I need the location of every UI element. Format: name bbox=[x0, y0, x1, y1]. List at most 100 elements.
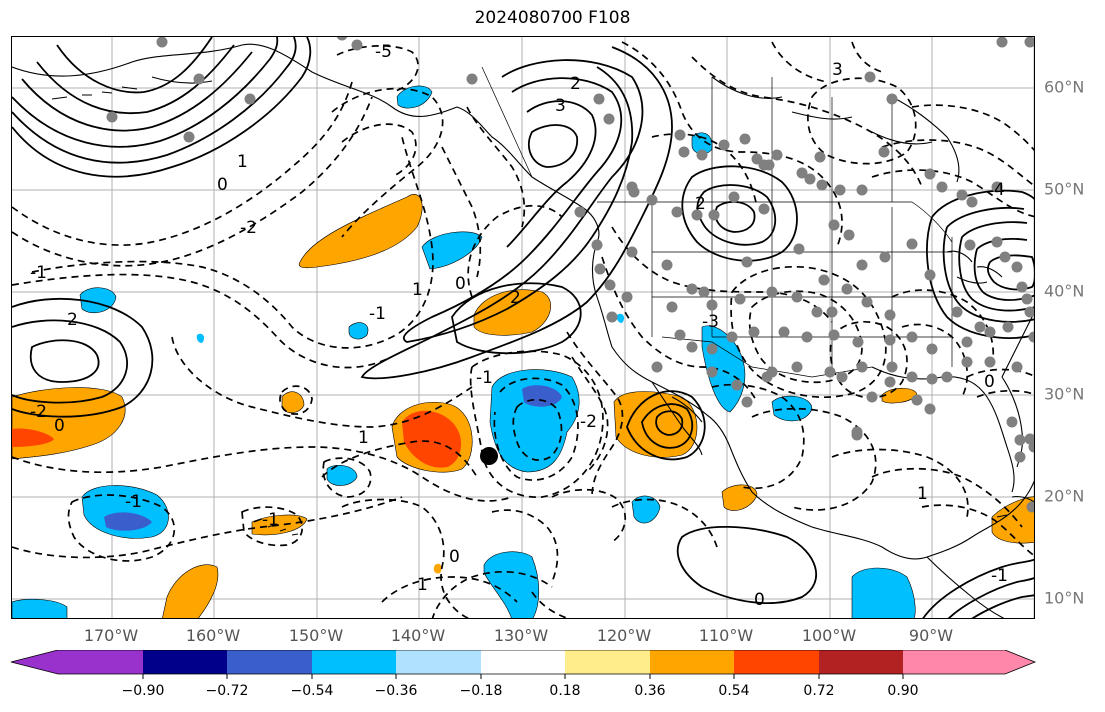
station-dot bbox=[351, 39, 363, 51]
station-dot bbox=[852, 336, 864, 348]
colorbar-bin bbox=[734, 650, 819, 674]
dashed-contour bbox=[831, 448, 969, 518]
station-dot bbox=[1014, 451, 1026, 463]
station-dot bbox=[924, 168, 936, 180]
station-dot bbox=[708, 209, 720, 221]
contour-label: -2 bbox=[240, 218, 257, 238]
dashed-contour bbox=[341, 123, 417, 178]
station-dot bbox=[924, 403, 936, 415]
station-dot bbox=[984, 356, 996, 368]
solid-contour bbox=[714, 201, 756, 233]
station-markers bbox=[106, 37, 1034, 513]
dashed-contour bbox=[871, 169, 1034, 218]
dashed-contour bbox=[871, 467, 1023, 528]
contour-label: 0 bbox=[54, 416, 65, 436]
station-dot bbox=[906, 331, 918, 343]
positive-anomaly-fill bbox=[251, 514, 308, 536]
storm-center-marker bbox=[480, 447, 498, 465]
station-dot bbox=[1028, 331, 1034, 343]
station-dot bbox=[836, 371, 848, 383]
dashed-contour bbox=[551, 488, 626, 543]
station-dot bbox=[771, 149, 783, 161]
solid-contour bbox=[402, 66, 634, 343]
solid-contour bbox=[626, 390, 706, 461]
contour-label: 4 bbox=[994, 180, 1005, 200]
colorbar-bin bbox=[312, 650, 396, 674]
station-dot bbox=[793, 243, 805, 255]
station-dot bbox=[911, 394, 923, 406]
station-dot bbox=[924, 269, 936, 281]
station-dot bbox=[604, 279, 616, 291]
station-dot bbox=[674, 329, 686, 341]
positive-anomaly-fill bbox=[991, 496, 1034, 544]
station-dot bbox=[741, 396, 753, 408]
station-dot bbox=[961, 356, 973, 368]
station-dot bbox=[878, 146, 890, 158]
solid-contour bbox=[641, 403, 694, 449]
station-dot bbox=[591, 239, 603, 251]
station-dot bbox=[778, 326, 790, 338]
colorbar-max-arrow bbox=[1005, 650, 1035, 674]
dashed-contour bbox=[751, 407, 877, 511]
map-title: 2024080700 F108 bbox=[474, 8, 631, 28]
colorbar-bin bbox=[481, 650, 565, 674]
station-dot bbox=[691, 209, 703, 221]
station-dot bbox=[814, 151, 826, 163]
contour-label-layer: -5 3 2 1 0 -1 -2 3 2 1 0 4 -1 -2 2 0 1 -… bbox=[30, 42, 1008, 610]
hudson-bay bbox=[891, 96, 960, 183]
station-dot bbox=[996, 37, 1008, 48]
station-dot bbox=[818, 274, 830, 286]
dashed-contour bbox=[322, 457, 372, 498]
station-dot bbox=[748, 326, 760, 338]
lon-label: 100°W bbox=[801, 626, 857, 645]
aleutian-chain bbox=[51, 76, 213, 100]
station-dot bbox=[734, 293, 746, 305]
central-america bbox=[926, 556, 1005, 618]
contour-label: 1 bbox=[237, 152, 248, 172]
station-dot bbox=[628, 186, 640, 198]
solid-contour bbox=[926, 189, 1034, 339]
dashed-contour bbox=[12, 273, 388, 369]
lon-label: 110°W bbox=[698, 626, 754, 645]
negative-anomaly-fill bbox=[196, 333, 205, 343]
dashed-contour bbox=[881, 139, 1034, 187]
station-dot bbox=[593, 93, 605, 105]
station-dot bbox=[991, 236, 1003, 248]
station-dot bbox=[106, 111, 118, 123]
contour-label: 1 bbox=[917, 484, 928, 504]
negative-anomaly-fill bbox=[396, 85, 433, 109]
contour-label: 1 bbox=[417, 575, 428, 595]
station-dot bbox=[811, 306, 823, 318]
station-dot bbox=[646, 194, 658, 206]
solid-contour bbox=[958, 221, 1034, 312]
colorbar-tick-label: 0.90 bbox=[887, 683, 919, 699]
station-dot bbox=[674, 129, 686, 141]
caribbean-islands bbox=[996, 495, 1034, 518]
station-dot bbox=[884, 334, 896, 346]
station-dot bbox=[828, 219, 840, 231]
station-dot bbox=[841, 283, 853, 295]
station-dot bbox=[926, 373, 938, 385]
station-dot bbox=[851, 429, 863, 441]
colorbar-outline bbox=[10, 650, 1037, 675]
positive-anomaly-fill bbox=[473, 289, 551, 336]
station-dot bbox=[686, 341, 698, 353]
station-dot bbox=[696, 149, 708, 161]
station-dot bbox=[706, 366, 718, 378]
station-dot bbox=[906, 238, 918, 250]
colorbar-tick-label: 0.36 bbox=[634, 683, 666, 699]
contour-label: 3 bbox=[832, 60, 843, 80]
station-dot bbox=[1014, 434, 1026, 446]
station-dot bbox=[884, 376, 896, 388]
station-dot bbox=[739, 133, 751, 145]
contour-label: 0 bbox=[449, 547, 460, 567]
map-canvas: -5 3 2 1 0 -1 -2 3 2 1 0 4 -1 -2 2 0 1 -… bbox=[12, 37, 1034, 618]
colorbar-bin bbox=[227, 650, 312, 674]
lon-label: 130°W bbox=[493, 626, 549, 645]
solid-contour bbox=[527, 124, 578, 168]
station-dot bbox=[1006, 416, 1018, 428]
station-dot bbox=[961, 336, 973, 348]
dashed-contour bbox=[601, 256, 758, 403]
contour-label: 0 bbox=[217, 175, 228, 195]
contour-label: -1 bbox=[991, 566, 1008, 586]
